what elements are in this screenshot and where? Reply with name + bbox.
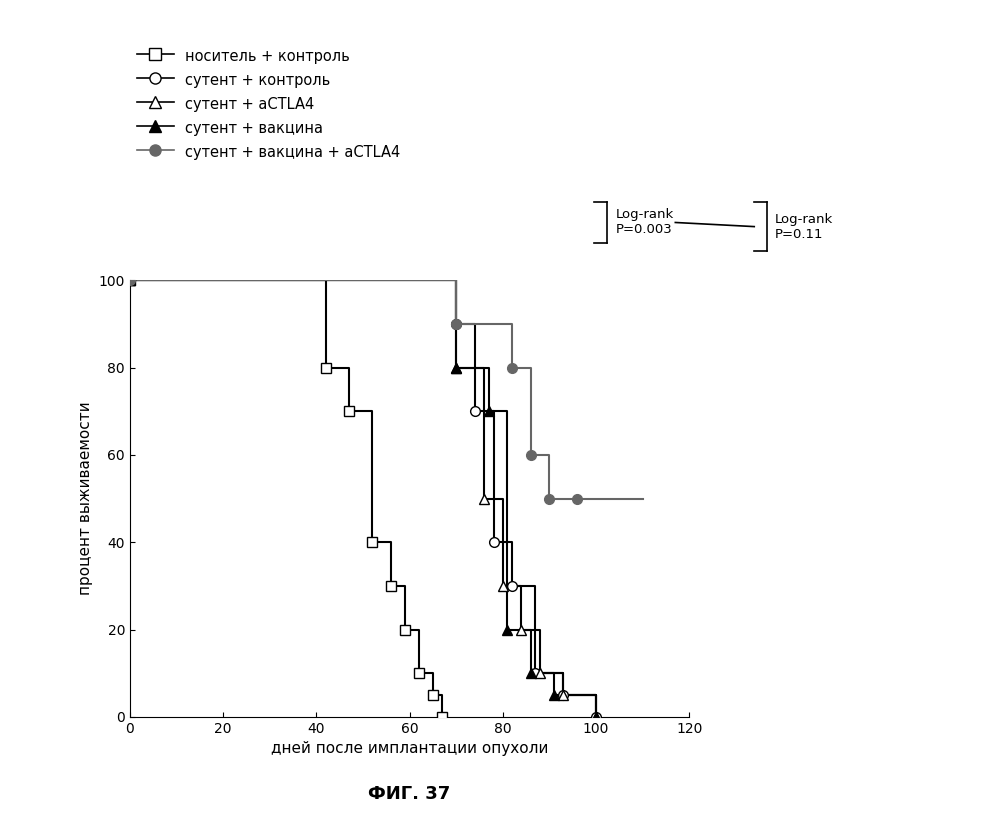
Text: Log-rank
P=0.003: Log-rank P=0.003 — [615, 208, 673, 236]
Y-axis label: процент выживаемости: процент выживаемости — [78, 402, 93, 595]
Text: ФИГ. 37: ФИГ. 37 — [369, 785, 451, 803]
Legend: носитель + контроль, сутент + контроль, сутент + aCTLA4, сутент + вакцина, сутен: носитель + контроль, сутент + контроль, … — [137, 47, 401, 161]
Text: Log-rank
P=0.11: Log-rank P=0.11 — [775, 213, 833, 241]
X-axis label: дней после имплантации опухоли: дней после имплантации опухоли — [271, 742, 548, 756]
